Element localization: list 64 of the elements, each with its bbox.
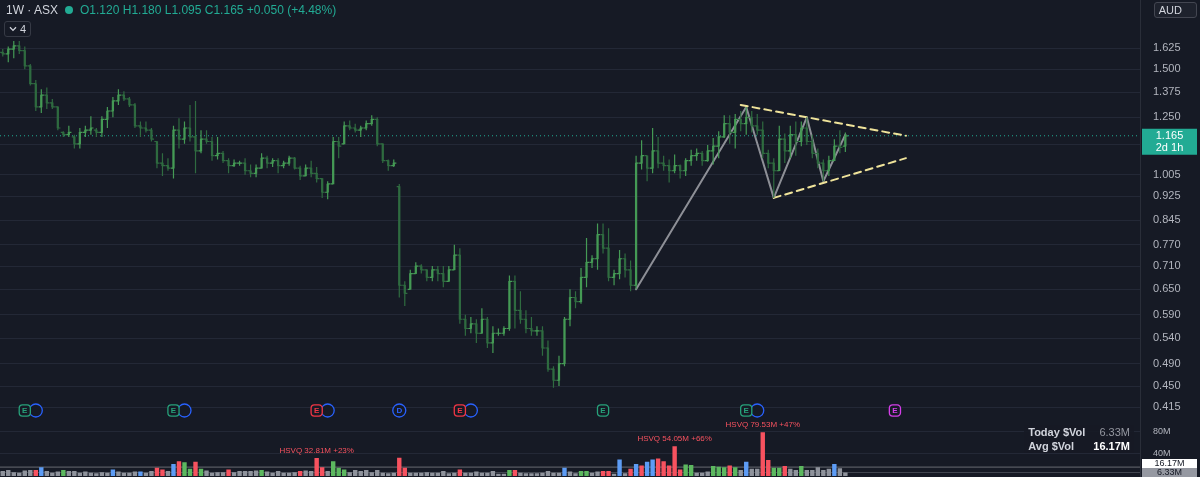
bar (562, 467, 567, 476)
data-label: D (396, 406, 403, 416)
bar (226, 469, 231, 476)
ref-line-label: 16.17M (1154, 458, 1185, 469)
bar (622, 473, 628, 476)
bar (617, 459, 622, 476)
bar (110, 469, 116, 476)
data-label: E (600, 406, 607, 416)
bar (832, 463, 837, 476)
data-label: E (457, 406, 464, 416)
bar (397, 457, 402, 476)
bar (297, 471, 303, 476)
bar (171, 463, 176, 476)
bar (782, 466, 787, 476)
annotation: HSVQ 54.05M +66% (637, 434, 712, 444)
y-tick-label: 0.540 (1153, 331, 1181, 344)
bar (61, 469, 66, 476)
y-tick-label: 0.770 (1153, 237, 1181, 250)
y-tick-label: 0.415 (1153, 400, 1181, 413)
y-tick-label: 0.710 (1153, 259, 1181, 272)
ref-line-label: 1.165 2d 1h (1155, 129, 1184, 154)
data-label: E (743, 406, 750, 416)
y-tick-label: 1.625 (1153, 41, 1181, 54)
y-tick-label: 0.590 (1153, 307, 1181, 320)
annotation: Today $Vol (1027, 425, 1087, 439)
chart-title: 1W · ASX (6, 2, 59, 18)
bar (733, 467, 738, 476)
y-tick-label: 0.650 (1153, 282, 1181, 295)
bar (138, 471, 143, 476)
y-tick-label: 0.845 (1153, 213, 1181, 226)
annotation: 16.17M (1092, 439, 1131, 453)
bar (39, 467, 44, 476)
data-label: E (170, 406, 177, 416)
data-label: E (22, 406, 29, 416)
bar (259, 469, 264, 476)
y-tick-label: 80M (1153, 426, 1171, 437)
annotation: Avg $Vol (1027, 439, 1076, 453)
bar (165, 471, 171, 476)
ref-line-label: 6.33M (1156, 467, 1183, 477)
y-tick-label: 0.450 (1153, 379, 1181, 392)
bar (639, 465, 644, 476)
data-label: E (313, 406, 320, 416)
chart-subtitle: O1.120 H1.180 L1.095 C1.165 +0.050 (+4.48%) (80, 2, 337, 18)
y-tick-label: 1.500 (1153, 62, 1181, 75)
annotation: 6.33M (1098, 425, 1131, 439)
bar (325, 471, 330, 476)
bar (799, 466, 804, 476)
bar (633, 463, 639, 476)
bar (507, 469, 512, 476)
y-tick-label: 0.490 (1153, 356, 1181, 369)
bar (176, 461, 182, 476)
annotation: HSVQ 79.53M +47% (725, 420, 800, 430)
y-tick-label: 1.250 (1153, 110, 1181, 123)
y-axis-title: AUD (1153, 2, 1197, 18)
data-label: E (892, 406, 899, 416)
y-tick-label: 40M (1153, 448, 1171, 459)
y-tick-label: 1.005 (1153, 167, 1181, 180)
annotation: 4 (20, 22, 27, 36)
bar (193, 461, 198, 476)
y-tick-label: 0.925 (1153, 189, 1181, 202)
annotation: HSVQ 32.81M +23% (279, 446, 354, 456)
bar (457, 469, 463, 476)
bar (628, 468, 633, 476)
y-tick-label: 1.375 (1153, 85, 1181, 98)
